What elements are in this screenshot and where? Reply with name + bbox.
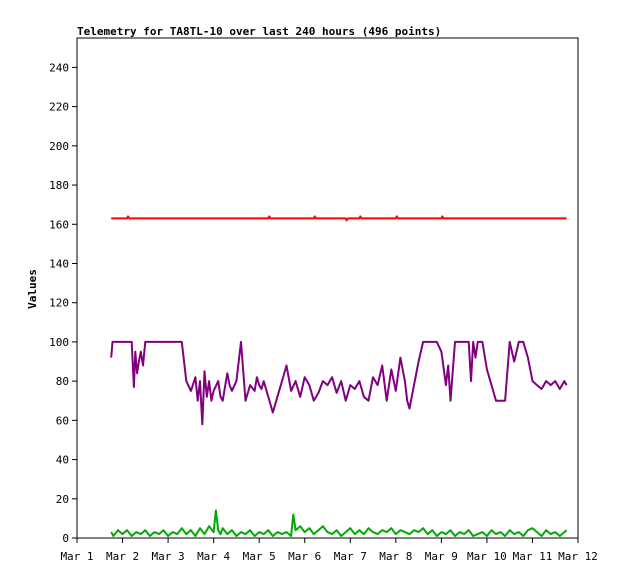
x-tick-label: Mar 12: [558, 550, 598, 563]
y-tick-label: 60: [56, 414, 69, 427]
x-tick-label: Mar 11: [513, 550, 553, 563]
x-tick-label: Mar 3: [152, 550, 185, 563]
plot-frame: [76, 37, 579, 539]
y-axis-ticks: 0 20 40 60 80 100 120 140 160 180 200 220 240: [49, 61, 77, 545]
x-axis-ticks: Mar 1 Mar 2 Mar 3 Mar 4 Mar 5 Mar 6 Mar 7 Mar 8…: [60, 538, 598, 563]
y-tick-label: 0: [62, 532, 69, 545]
series-line-1: [111, 215, 567, 222]
x-tick-label: Mar 8: [379, 550, 412, 563]
x-tick-label: Mar 7: [334, 550, 367, 563]
y-tick-label: 120: [49, 297, 69, 310]
x-tick-label: Mar 4: [197, 550, 230, 563]
y-tick-label: 200: [49, 140, 69, 153]
y-tick-label: 180: [49, 179, 69, 192]
x-tick-label: Mar 2: [106, 550, 139, 563]
x-tick-label: Mar 9: [425, 550, 458, 563]
y-tick-label: 40: [56, 454, 69, 467]
series-line-2: [110, 340, 568, 426]
chart-title: Telemetry for TA8TL-10 over last 240 hou…: [77, 25, 441, 38]
y-tick-label: 160: [49, 218, 69, 231]
series-line-3: [110, 509, 568, 537]
series-lines: [110, 215, 568, 537]
y-tick-label: 220: [49, 101, 69, 114]
y-tick-label: 80: [56, 375, 69, 388]
y-axis-label: Values: [26, 269, 39, 309]
x-tick-label: Mar 6: [288, 550, 321, 563]
x-tick-label: Mar 1: [60, 550, 93, 563]
y-tick-label: 240: [49, 61, 69, 74]
y-tick-label: 20: [56, 493, 69, 506]
x-tick-label: Mar 5: [243, 550, 276, 563]
x-tick-label: Mar 10: [467, 550, 507, 563]
y-tick-label: 100: [49, 336, 69, 349]
y-tick-label: 140: [49, 257, 69, 270]
